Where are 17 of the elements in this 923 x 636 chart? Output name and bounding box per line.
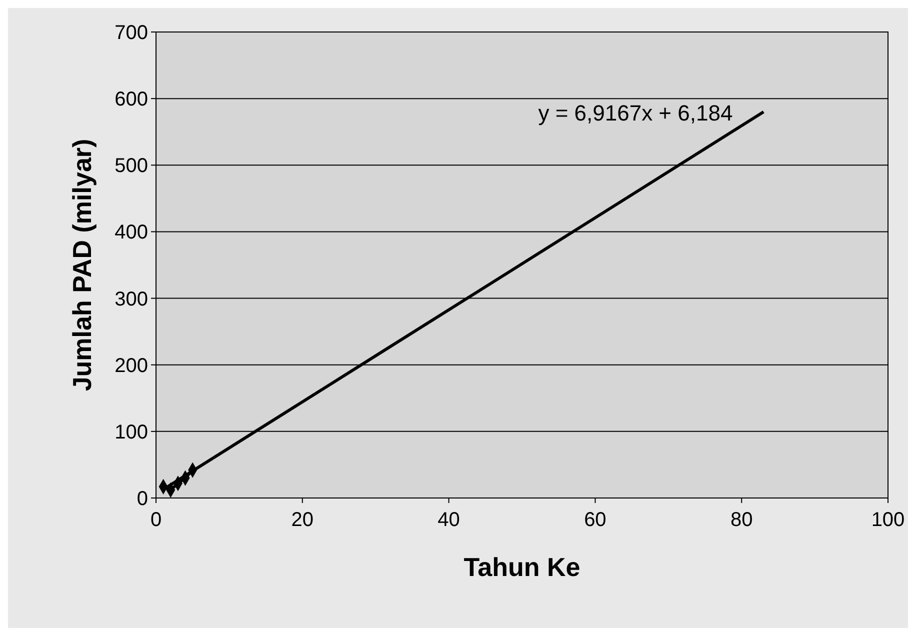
y-tick-label: 0 [136,488,148,510]
y-tick-label: 300 [114,288,148,310]
y-tick-label: 500 [114,155,148,178]
y-tick-label: 200 [114,354,148,377]
x-tick-label: 100 [871,509,905,531]
y-axis-title: Jumlah PAD (milyar) [67,138,97,392]
x-tick-label: 40 [438,509,460,531]
y-tick-label: 100 [114,421,148,444]
y-tick-label: 400 [114,222,148,244]
y-tick-label: 600 [114,88,148,111]
y-tick-label: 700 [114,22,148,44]
annotation: y = 6,9167x + 6,184 [538,100,733,126]
x-tick-label: 80 [730,509,753,531]
x-tick-label: 60 [584,509,606,531]
x-tick-label: 20 [291,509,314,531]
x-axis-title: Tahun Ke [464,552,580,582]
x-tick-label: 0 [150,509,162,531]
